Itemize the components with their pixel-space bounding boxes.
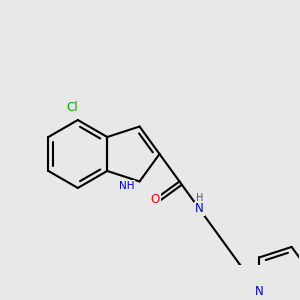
Text: H: H — [196, 193, 203, 203]
Text: O: O — [151, 193, 160, 206]
Text: N: N — [195, 202, 204, 215]
Text: Cl: Cl — [67, 101, 78, 114]
Text: NH: NH — [119, 181, 135, 191]
Text: N: N — [255, 285, 264, 298]
